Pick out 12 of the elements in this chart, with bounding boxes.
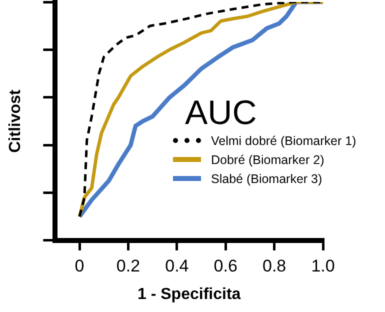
x-tick-label: 0.6 bbox=[214, 256, 238, 276]
legend-label: Velmi dobré (Biomarker 1) bbox=[211, 134, 356, 148]
legend-label: Dobré (Biomarker 2) bbox=[211, 152, 324, 166]
legend-label: Slabé (Biomarker 3) bbox=[211, 172, 322, 186]
x-tick-label: 0.2 bbox=[116, 256, 140, 276]
x-tick-label: 0 bbox=[74, 256, 84, 276]
x-tick-label: 0.8 bbox=[262, 256, 286, 276]
x-tick-label: 0.4 bbox=[165, 256, 189, 276]
y-axis-title: Citlivost bbox=[7, 88, 24, 153]
legend-title: AUC bbox=[185, 94, 258, 132]
x-tick-label: 1.0 bbox=[311, 256, 335, 276]
x-axis-title: 1 - Specificita bbox=[138, 286, 241, 303]
